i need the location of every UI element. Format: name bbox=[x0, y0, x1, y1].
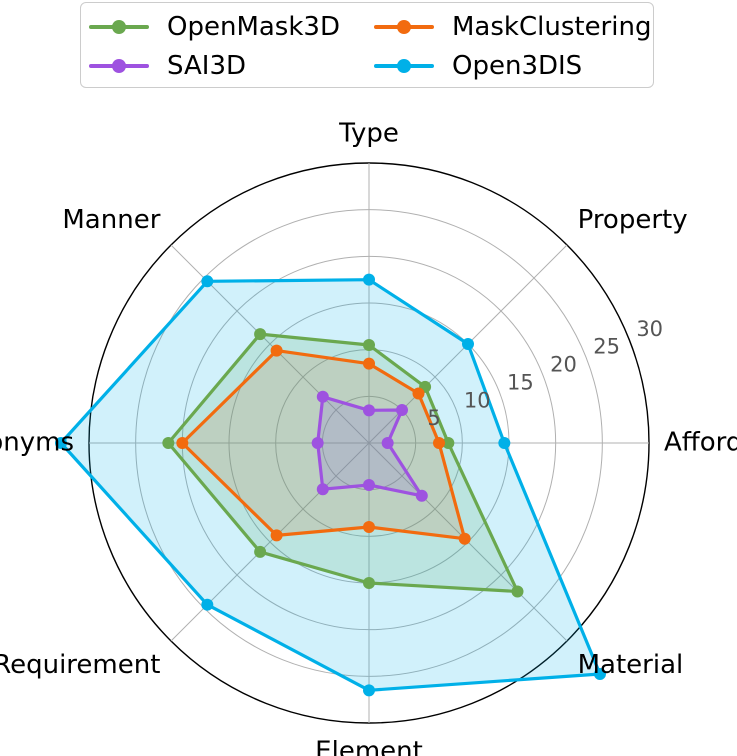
axis-label-property: Property bbox=[578, 205, 688, 235]
axis-label-affordance: Affordance bbox=[664, 428, 737, 458]
series-points bbox=[55, 273, 606, 697]
series-fills bbox=[61, 279, 600, 691]
point-maskclustering-requirement bbox=[270, 529, 283, 542]
legend-marker-openmask3d bbox=[112, 20, 126, 34]
radial-tick-label-10: 10 bbox=[464, 388, 491, 412]
axis-label-synonyms: Synonyms bbox=[0, 428, 74, 458]
point-sai3d-requirement bbox=[316, 483, 329, 496]
point-open3dis-property bbox=[461, 338, 474, 351]
legend-swatch-open3dis bbox=[374, 56, 434, 76]
radial-tick-label-5: 5 bbox=[427, 406, 440, 430]
point-maskclustering-manner bbox=[270, 344, 283, 357]
point-sai3d-type bbox=[363, 404, 375, 417]
radial-tick-label-25: 25 bbox=[593, 335, 620, 359]
point-openmask3d-synonyms bbox=[162, 437, 175, 449]
legend-item-sai3d: SAI3D bbox=[89, 48, 246, 84]
point-open3dis-affordance bbox=[498, 437, 511, 449]
legend-label-open3dis: Open3DIS bbox=[452, 51, 583, 81]
point-maskclustering-property bbox=[412, 387, 425, 400]
legend-marker-sai3d bbox=[112, 59, 126, 73]
point-sai3d-material bbox=[415, 489, 428, 502]
legend-swatch-maskclustering bbox=[374, 17, 434, 37]
axis-label-requirement: Requirement bbox=[0, 650, 160, 680]
point-maskclustering-affordance bbox=[433, 437, 445, 449]
axis-label-type: Type bbox=[338, 119, 399, 149]
legend-swatch-openmask3d bbox=[89, 17, 149, 37]
series-fill-openmask3d bbox=[168, 334, 518, 592]
radial-tick-label-20: 20 bbox=[550, 353, 577, 377]
point-open3dis-type bbox=[363, 273, 375, 286]
point-maskclustering-type bbox=[363, 357, 375, 370]
point-sai3d-property bbox=[395, 404, 408, 417]
axis-label-element: Element bbox=[315, 737, 423, 756]
point-open3dis-element bbox=[363, 684, 375, 697]
point-open3dis-requirement bbox=[201, 598, 214, 611]
point-openmask3d-requirement bbox=[254, 545, 267, 558]
point-openmask3d-element bbox=[363, 577, 375, 589]
axis-labels: Type Property Affordance Material Element Req… bbox=[0, 119, 737, 756]
axis-label-manner: Manner bbox=[62, 205, 160, 235]
legend: OpenMask3D MaskClustering SAI3D Open3DIS bbox=[80, 2, 654, 88]
legend-label-sai3d: SAI3D bbox=[167, 51, 247, 81]
legend-item-open3dis: Open3DIS bbox=[374, 48, 582, 84]
point-maskclustering-element bbox=[363, 521, 375, 533]
legend-item-maskclustering: MaskClustering bbox=[374, 9, 651, 45]
point-sai3d-element bbox=[363, 479, 375, 491]
point-openmask3d-type bbox=[363, 339, 375, 351]
radial-tick-label-30: 30 bbox=[636, 317, 663, 341]
radial-tick-label-15: 15 bbox=[507, 370, 534, 394]
axis-label-material: Material bbox=[578, 650, 684, 680]
point-sai3d-synonyms bbox=[311, 437, 324, 449]
point-open3dis-manner bbox=[201, 275, 214, 288]
point-sai3d-manner bbox=[316, 390, 329, 403]
legend-marker-maskclustering bbox=[397, 20, 411, 34]
legend-label-maskclustering: MaskClustering bbox=[452, 12, 652, 42]
point-openmask3d-material bbox=[511, 585, 524, 598]
legend-label-openmask3d: OpenMask3D bbox=[167, 12, 340, 42]
point-openmask3d-affordance bbox=[442, 437, 455, 449]
legend-swatch-sai3d bbox=[89, 56, 149, 76]
point-maskclustering-material bbox=[458, 532, 471, 545]
point-openmask3d-manner bbox=[254, 328, 267, 341]
point-sai3d-affordance bbox=[381, 437, 394, 449]
legend-item-openmask3d: OpenMask3D bbox=[89, 9, 340, 45]
radial-tick-labels: 5 10 15 20 25 30 bbox=[427, 317, 663, 430]
point-maskclustering-synonyms bbox=[176, 437, 189, 449]
point-open3dis-synonyms bbox=[55, 437, 67, 449]
point-open3dis-material bbox=[593, 667, 606, 680]
legend-marker-open3dis bbox=[397, 59, 411, 73]
